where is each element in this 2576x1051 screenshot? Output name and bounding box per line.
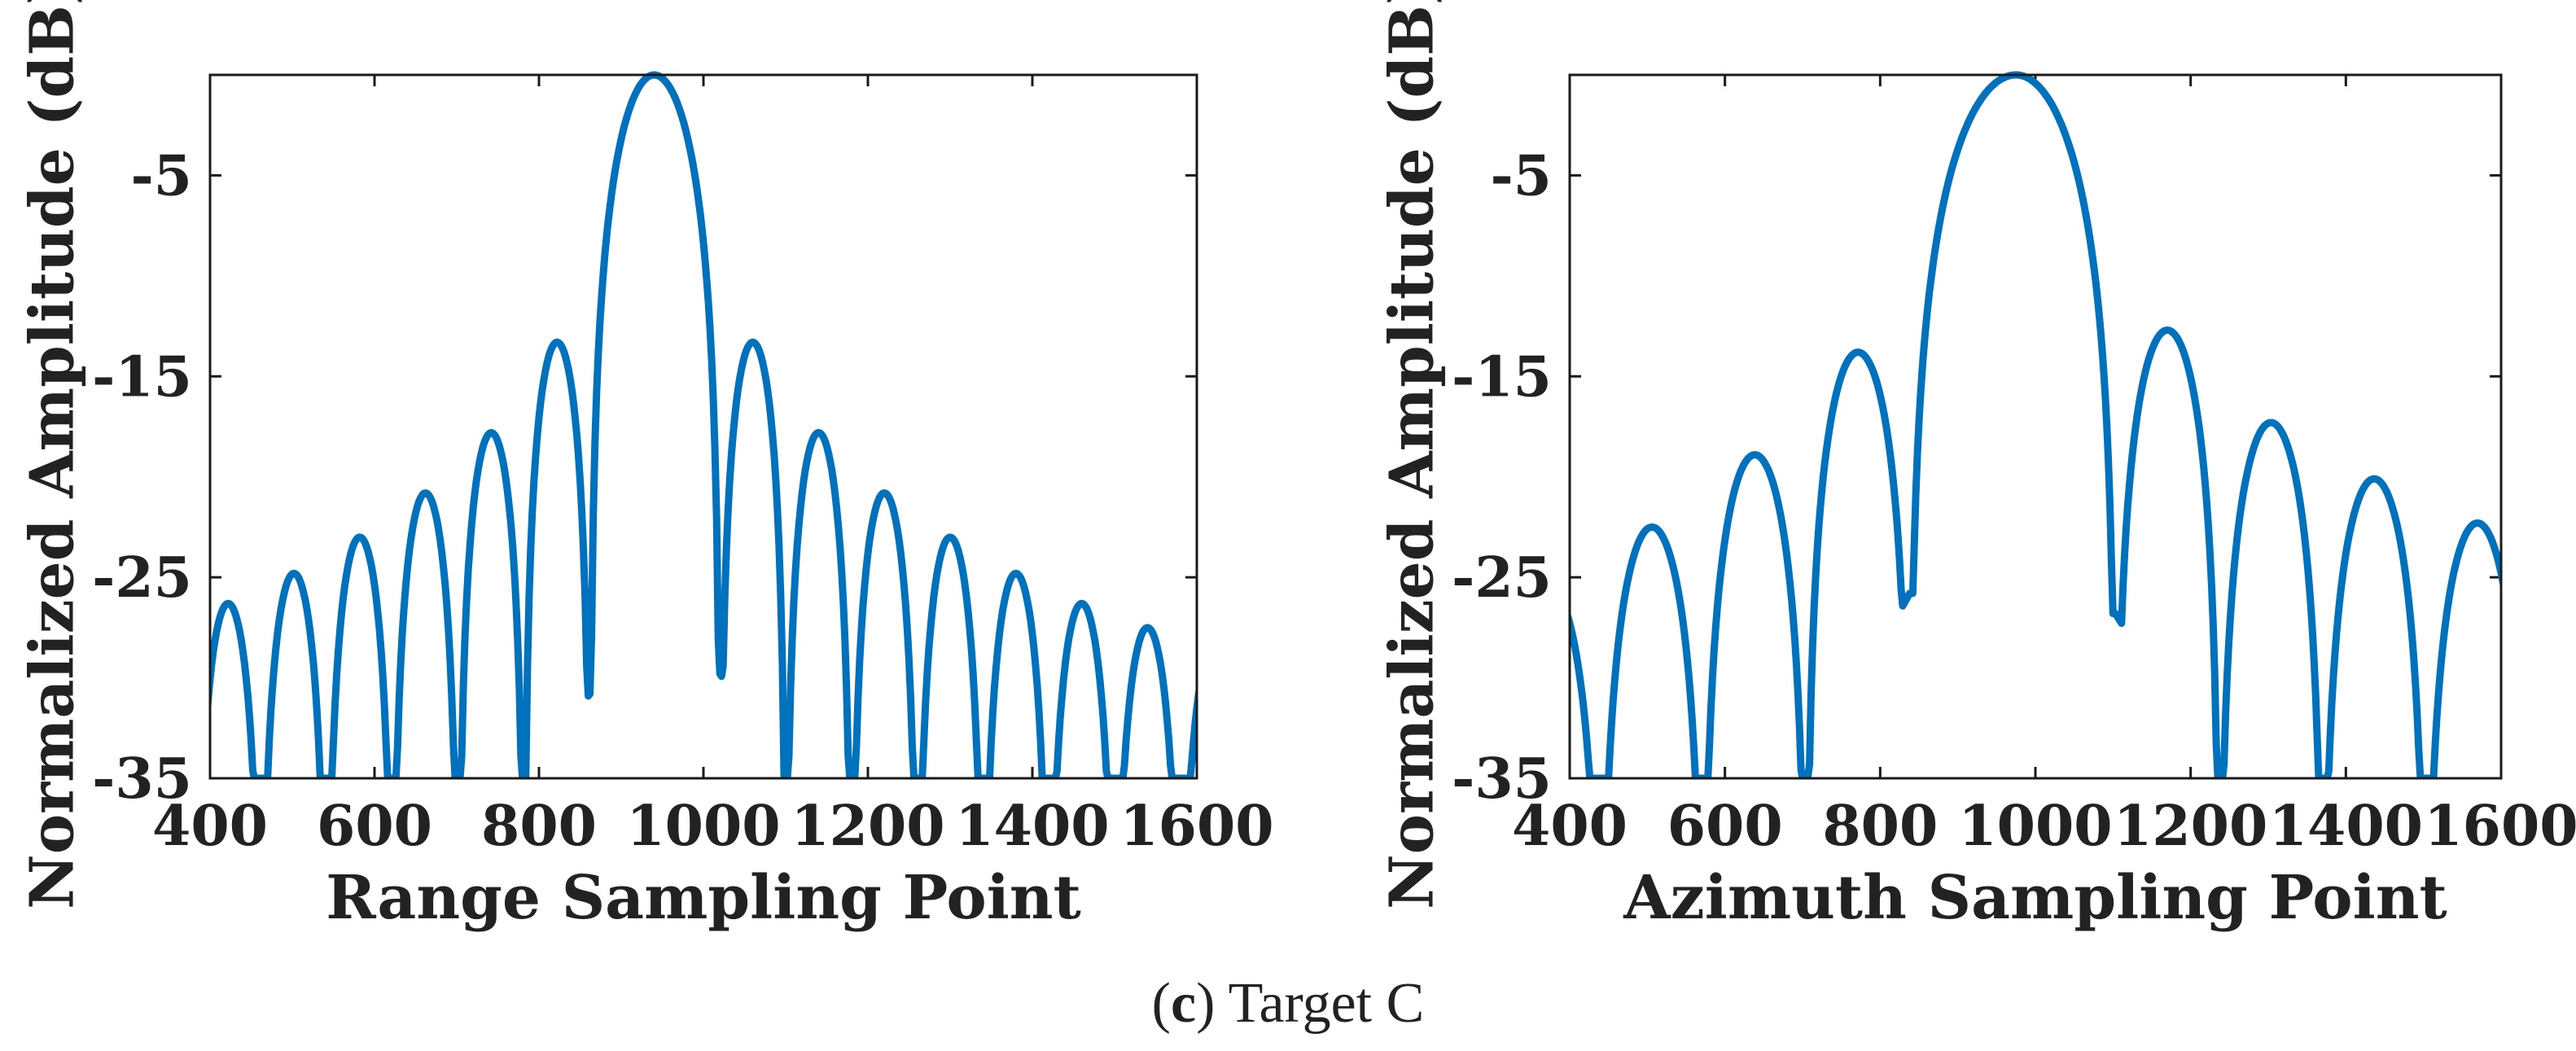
- caption-letter: c: [1171, 972, 1196, 1035]
- azimuth-axes-frame: [1568, 73, 2503, 780]
- caption-prefix: (: [1152, 972, 1171, 1035]
- azimuth-y-tick-label: -35: [1452, 747, 1552, 812]
- range-x-tick-label: 1000: [626, 794, 780, 859]
- range-profile-line: [210, 71, 1197, 778]
- azimuth-x-ticks: 400 600 800 1000 1200 1400 1600: [1512, 75, 2576, 859]
- range-y-tick-label: -25: [92, 545, 192, 611]
- range-x-tick-label: 1400: [955, 794, 1109, 859]
- figure-caption: (c) Target C: [1152, 972, 1425, 1035]
- range-x-tick-label: 800: [481, 794, 597, 859]
- azimuth-y-tick-label: -15: [1452, 344, 1552, 409]
- range-y-tick-label: -5: [130, 143, 192, 208]
- azimuth-x-tick-label: 1000: [1958, 794, 2112, 859]
- range-y-axis-label: Normalized Amplitude (dB): [18, 0, 88, 909]
- range-x-axis-label: Range Sampling Point: [326, 863, 1081, 933]
- range-x-tick-label: 1600: [1119, 794, 1273, 859]
- range-y-tick-label: -15: [92, 344, 192, 409]
- azimuth-y-ticks: -5 -15 -25 -35: [1452, 143, 2501, 812]
- azimuth-chart: -5 -15 -25 -35 400 600 800 1000 1200 1400 1600 Az…: [1378, 0, 2576, 933]
- azimuth-x-tick-label: 1600: [2424, 794, 2576, 859]
- azimuth-x-axis-label: Azimuth Sampling Point: [1623, 863, 2447, 933]
- azimuth-x-tick-label: 400: [1512, 794, 1628, 859]
- azimuth-y-tick-label: -5: [1490, 143, 1552, 208]
- azimuth-profile-line: [1570, 71, 2501, 778]
- azimuth-x-tick-label: 1200: [2114, 794, 2267, 859]
- range-x-tick-label: 1200: [791, 794, 944, 859]
- range-x-tick-label: 600: [317, 794, 432, 859]
- azimuth-y-tick-label: -25: [1452, 545, 1552, 611]
- range-y-ticks: -5 -15 -25 -35: [92, 143, 1197, 812]
- range-chart: -5 -15 -25 -35 400 600 800 1000 1200 1400 1600 Ra…: [18, 0, 1274, 933]
- azimuth-x-tick-label: 800: [1822, 794, 1938, 859]
- range-axes-frame: [208, 73, 1198, 780]
- range-x-tick-label: 400: [152, 794, 268, 859]
- range-y-tick-label: -35: [92, 747, 192, 812]
- caption-suffix: ) Target C: [1196, 972, 1424, 1035]
- azimuth-x-tick-label: 600: [1667, 794, 1783, 859]
- range-x-ticks: 400 600 800 1000 1200 1400 1600: [152, 75, 1274, 859]
- azimuth-x-tick-label: 1400: [2269, 794, 2423, 859]
- azimuth-y-axis-label: Normalized Amplitude (dB): [1378, 0, 1448, 909]
